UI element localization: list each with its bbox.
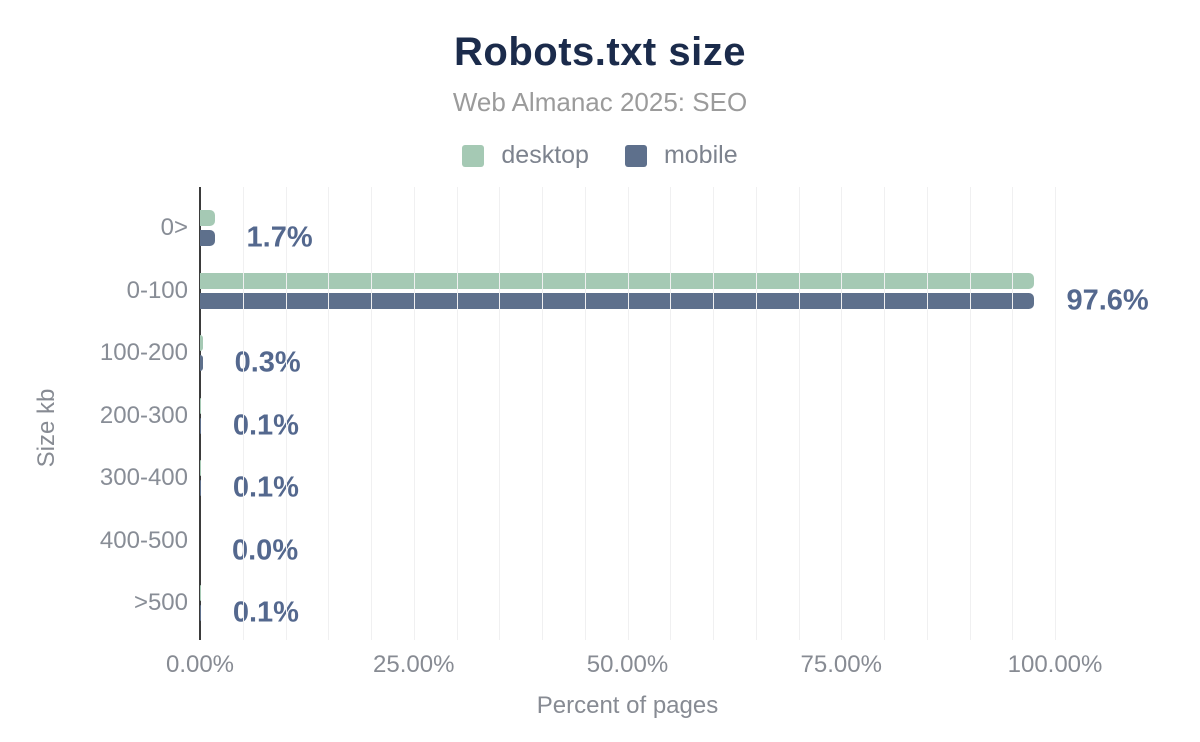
category-row: 300-400 0.1% <box>100 437 1055 504</box>
bar-mobile <box>200 292 1035 309</box>
gridline <box>1012 187 1014 640</box>
bar-mobile <box>200 480 201 496</box>
gridline <box>285 187 287 640</box>
gridline <box>584 187 586 640</box>
value-label: 0.3% <box>234 346 301 379</box>
gridline <box>542 187 543 640</box>
category-label: 0> <box>160 214 188 241</box>
bar-rows: 0> 1.7% 0-100 97.6% 100-200 0.3% 200-300 0.1% 30… <box>100 187 1149 629</box>
category-row: 0> 1.7% <box>161 187 1055 254</box>
plot-area: 0> 1.7% 0-100 97.6% 100-200 0.3% 200-300 0.1% 30… <box>100 187 1149 640</box>
gridline <box>969 187 971 640</box>
gridline <box>328 187 330 640</box>
category-label: 300-400 <box>99 464 188 491</box>
x-axis-title: Percent of pages <box>536 692 719 719</box>
bar-mobile <box>200 417 201 434</box>
mobile-swatch-icon <box>624 144 647 167</box>
gridline <box>884 187 885 640</box>
gridline <box>841 187 843 640</box>
x-tick-label: 75.00% <box>800 651 882 678</box>
x-axis-ticks: 0.00% 25.00% 50.00% 75.00% 100.00% <box>166 651 1102 678</box>
legend-item-desktop: desktop <box>462 141 589 170</box>
bar-desktop <box>200 460 201 476</box>
bar-desktop <box>200 397 201 414</box>
value-label: 0.1% <box>232 596 299 629</box>
x-tick-label: 100.00% <box>1007 651 1103 678</box>
legend-item-mobile: mobile <box>624 141 738 170</box>
x-tick-label: 25.00% <box>373 651 455 678</box>
desktop-swatch-icon <box>462 144 485 167</box>
x-tick-label: 50.00% <box>586 651 669 678</box>
gridline <box>670 187 672 640</box>
value-label: 0.1% <box>232 409 299 441</box>
gridline <box>798 187 800 640</box>
bar-mobile <box>200 605 201 621</box>
bar-desktop <box>200 210 215 226</box>
legend-label: mobile <box>663 141 738 169</box>
bar-mobile <box>200 355 203 371</box>
gridline <box>499 187 501 640</box>
category-row: >500 0.1% <box>134 562 1055 629</box>
gridline <box>1055 187 1056 640</box>
category-label: 100-200 <box>99 339 188 366</box>
gridline <box>926 187 928 640</box>
bar-desktop <box>200 335 203 351</box>
x-tick-label: 0.00% <box>165 651 235 678</box>
gridline <box>755 187 757 640</box>
category-label: 200-300 <box>99 401 188 429</box>
gridline <box>456 187 458 640</box>
legend-label: desktop <box>501 141 589 169</box>
y-axis-line <box>199 187 201 640</box>
legend: desktop mobile <box>0 141 1200 170</box>
category-label: >500 <box>133 589 188 616</box>
category-row: 200-300 0.1% <box>100 375 1055 441</box>
category-label: 400-500 <box>99 526 188 554</box>
value-label: 0.1% <box>232 471 299 504</box>
gridline <box>371 187 372 640</box>
category-label: 0-100 <box>126 276 188 304</box>
category-row: 0-100 97.6% <box>127 250 1149 316</box>
bar-desktop <box>200 585 201 601</box>
y-axis-title: Size kb <box>33 388 60 468</box>
value-label: 97.6% <box>1066 284 1149 316</box>
gridline <box>413 187 415 640</box>
bar-desktop <box>200 272 1035 289</box>
chart-subtitle: Web Almanac 2025: SEO <box>452 87 748 117</box>
gridline <box>242 187 244 640</box>
value-label: 1.7% <box>246 221 313 254</box>
category-row: 100-200 0.3% <box>100 312 1055 379</box>
gridline <box>627 187 629 640</box>
chart-title: Robots.txt size <box>454 30 746 74</box>
gridline <box>713 187 714 640</box>
bar-mobile <box>200 230 215 246</box>
